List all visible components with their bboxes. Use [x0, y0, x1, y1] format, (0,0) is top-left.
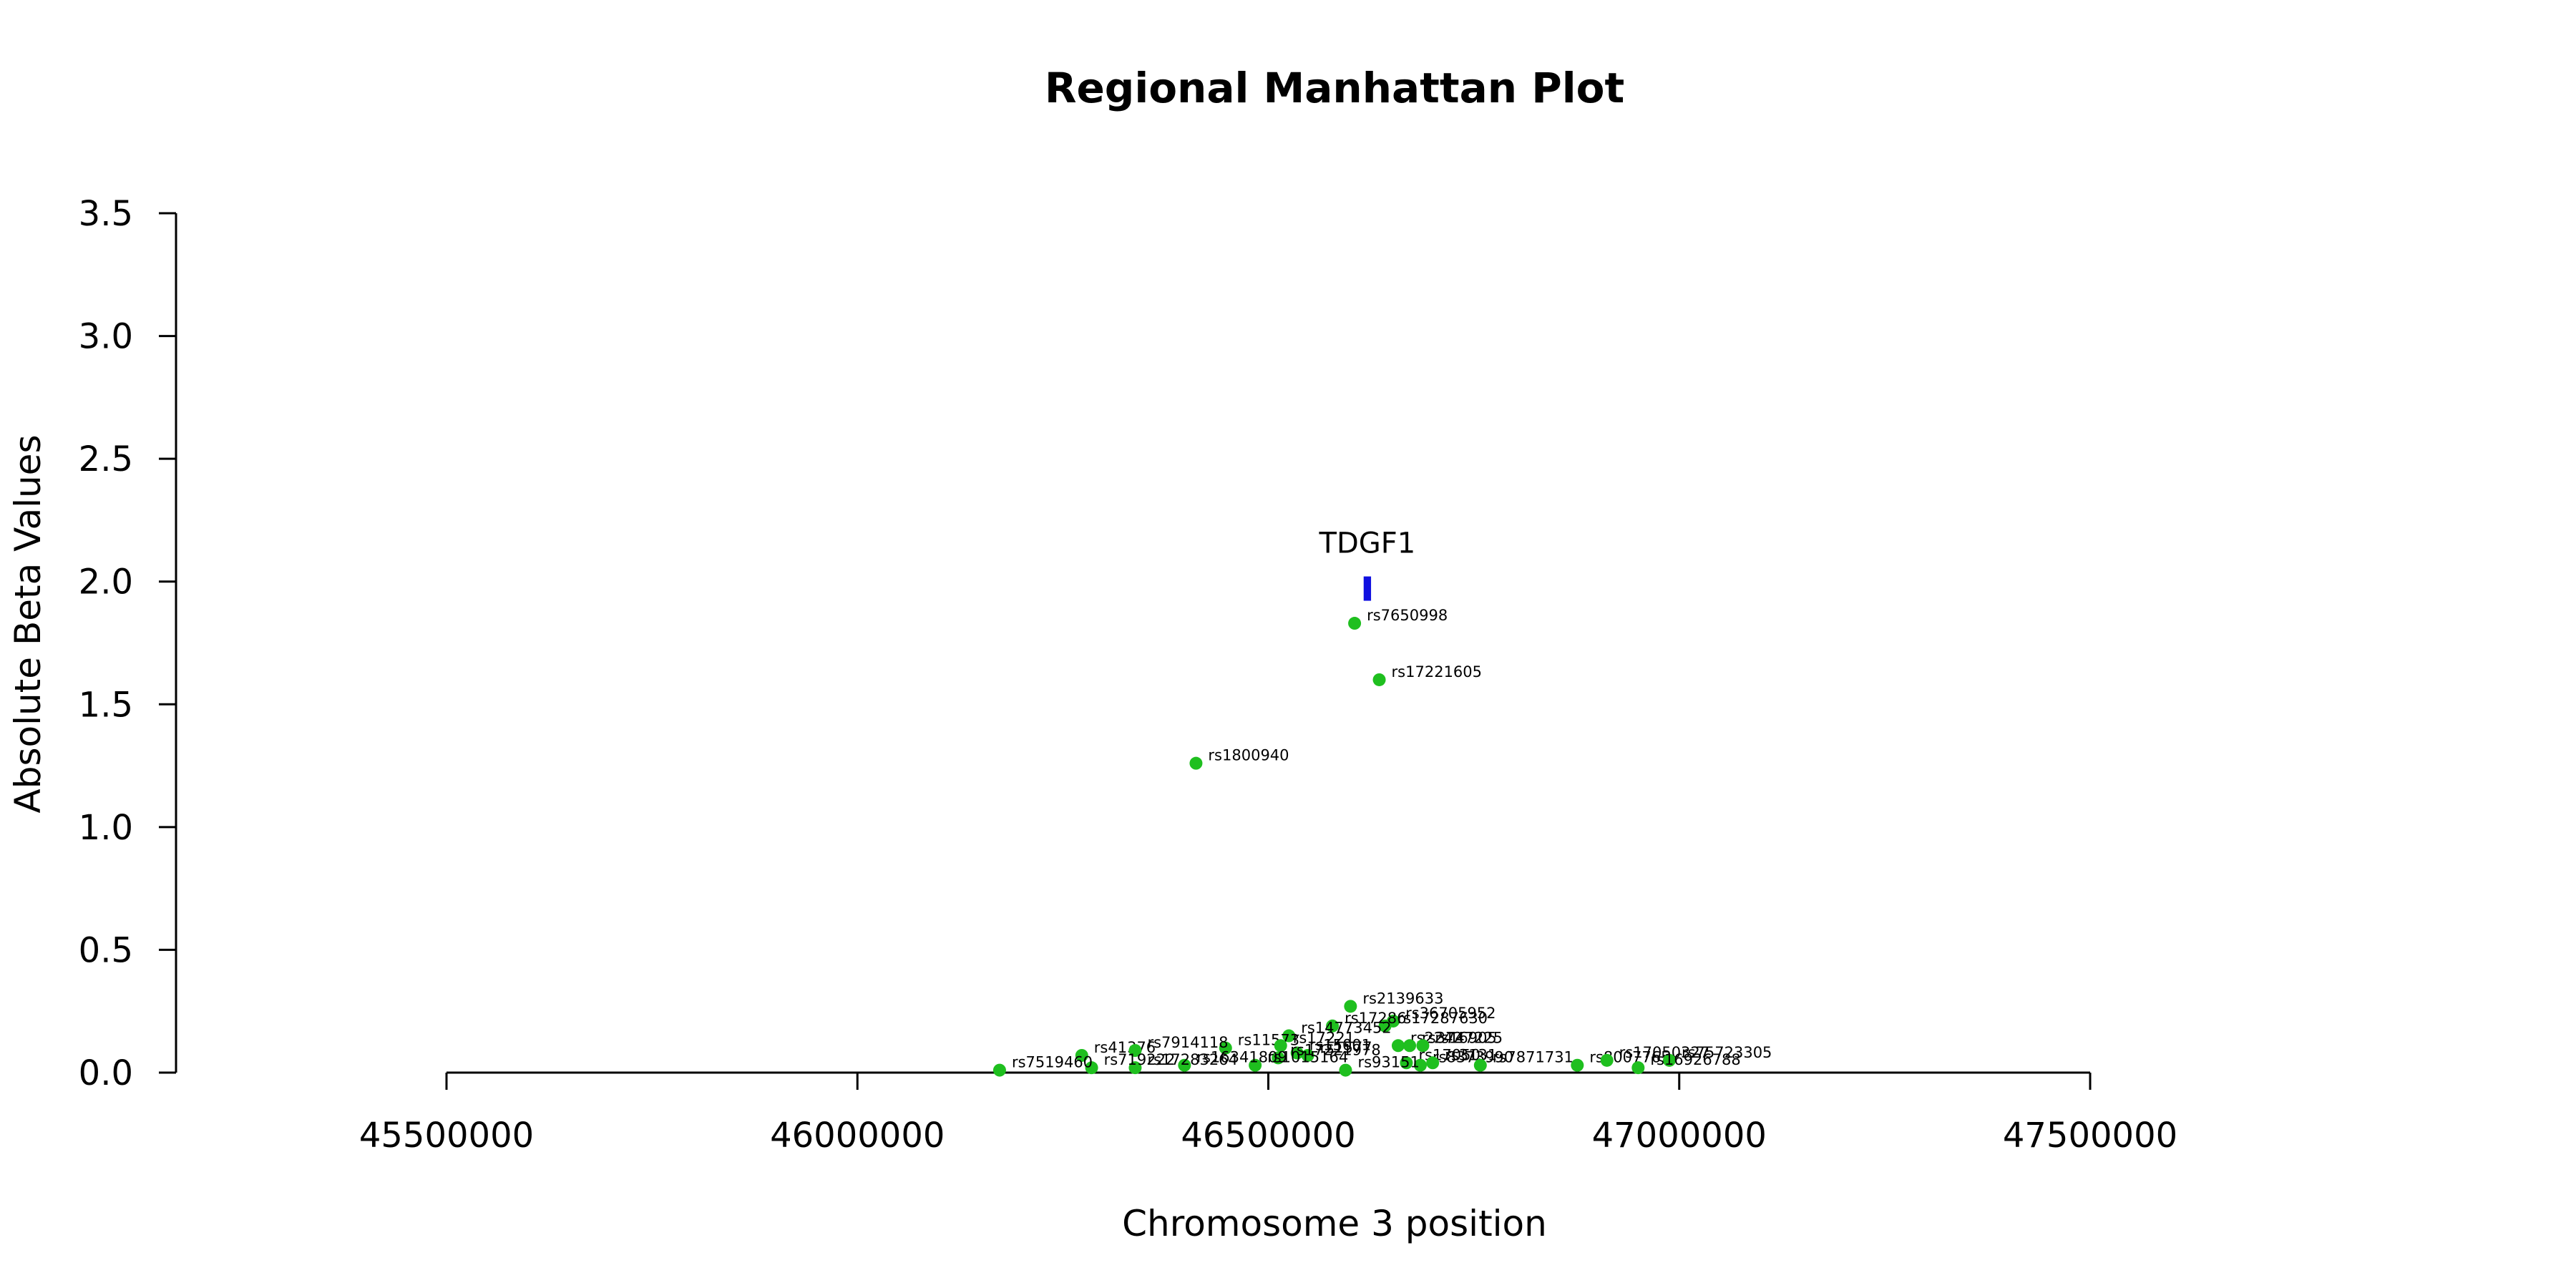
- x-axis-title: Chromosome 3 position: [1122, 1203, 1547, 1244]
- snp-point: [1128, 1061, 1142, 1075]
- snp-point: [1339, 1063, 1352, 1077]
- snp-point: [1075, 1048, 1088, 1062]
- snp-label: rs1800940: [1208, 747, 1289, 764]
- snp-label: rs17286: [1345, 1010, 1406, 1027]
- snp-label: rs7914118: [1147, 1034, 1228, 1051]
- snp-label: rs93151: [1357, 1054, 1419, 1071]
- x-tick-label: 47500000: [2003, 1116, 2177, 1156]
- snp-label: rs17221605: [1392, 663, 1482, 680]
- snp-point: [1272, 1051, 1285, 1065]
- snp-point: [1282, 1029, 1296, 1043]
- snp-point: [1571, 1058, 1584, 1072]
- snp-point: [1631, 1061, 1645, 1075]
- snp-label: rs7519460: [1012, 1054, 1093, 1071]
- snp-point: [1348, 617, 1362, 630]
- snp-point: [1378, 1019, 1392, 1033]
- snp-point: [1290, 1046, 1304, 1060]
- snp-point: [992, 1063, 1006, 1077]
- snp-point: [1600, 1053, 1614, 1067]
- snp-point: [1219, 1041, 1232, 1055]
- snp-point: [1189, 756, 1203, 770]
- x-tick-label: 45500000: [359, 1116, 534, 1156]
- snp-label: rs1015164: [1267, 1049, 1348, 1066]
- snp-point: [1249, 1058, 1262, 1072]
- snp-label: rs7650998: [1367, 607, 1448, 624]
- data-points: rs7650998rs17221605rs1800940rs2139633rs3…: [992, 607, 1772, 1077]
- chart-title: Regional Manhattan Plot: [1045, 64, 1624, 112]
- y-tick-label: 0.0: [79, 1053, 133, 1093]
- snp-point: [1662, 1053, 1676, 1067]
- snp-label: rs14773452: [1301, 1020, 1391, 1037]
- snp-label: rs75723305: [1682, 1044, 1772, 1061]
- y-tick-label: 3.5: [79, 194, 133, 234]
- snp-point: [1391, 1039, 1405, 1053]
- snp-point: [1473, 1058, 1487, 1072]
- gene-annotation: TDGF1: [1319, 527, 1416, 601]
- snp-label: rs719222: [1104, 1051, 1176, 1068]
- gene-label: TDGF1: [1319, 527, 1416, 560]
- snp-point: [1426, 1056, 1440, 1070]
- snp-label: rs36705952: [1405, 1005, 1496, 1022]
- y-tick-label: 2.0: [79, 562, 133, 602]
- y-tick-label: 3.0: [79, 317, 133, 357]
- y-tick-label: 1.0: [79, 808, 133, 848]
- snp-point: [1128, 1044, 1142, 1058]
- snp-point: [1403, 1039, 1417, 1053]
- snp-point: [1301, 1048, 1314, 1062]
- snp-point: [1344, 1000, 1357, 1013]
- y-tick-label: 1.5: [79, 685, 133, 725]
- snp-label: rs11573: [1238, 1032, 1299, 1049]
- snp-label: rs16905: [1435, 1029, 1496, 1046]
- snp-label: rs17287630: [1397, 1010, 1488, 1027]
- snp-point: [1400, 1056, 1413, 1070]
- snp-label: rs17221978: [1290, 1041, 1380, 1058]
- snp-point: [1085, 1061, 1098, 1075]
- snp-label: rs2139633: [1362, 990, 1443, 1007]
- snp-label: rs41376: [1094, 1039, 1156, 1056]
- snp-label: rs3747225: [1422, 1029, 1503, 1046]
- y-axis-ticks: 0.0 0.5 1.0 1.5 2.0 2.5 3.0 3.5: [79, 194, 176, 1093]
- x-axis-ticks: 45500000 46000000 46500000 47000000 47500000: [359, 1073, 2177, 1156]
- snp-label: rs16926788: [1650, 1051, 1740, 1068]
- snp-label: rs17221: [1293, 1029, 1355, 1046]
- snp-label: rs7871731: [1493, 1049, 1574, 1066]
- y-tick-label: 2.5: [79, 439, 133, 479]
- snp-point: [1413, 1058, 1427, 1072]
- snp-point: [1416, 1039, 1430, 1053]
- snp-label: rs15001: [1309, 1037, 1371, 1054]
- y-tick-label: 0.5: [79, 930, 133, 970]
- gene-bar: [1363, 576, 1372, 601]
- x-tick-label: 47000000: [1592, 1116, 1767, 1156]
- snp-label: rs1577: [1320, 1039, 1372, 1056]
- snp-point: [1178, 1058, 1191, 1072]
- x-tick-label: 46000000: [770, 1116, 945, 1156]
- snp-point: [1326, 1019, 1340, 1033]
- snp-label: rs16341809: [1196, 1049, 1287, 1066]
- snp-label: rs17283264: [1147, 1051, 1237, 1068]
- x-tick-label: 46500000: [1181, 1116, 1355, 1156]
- snp-label: rs3131: [1445, 1046, 1497, 1063]
- snp-point: [1274, 1039, 1287, 1053]
- y-axis-title: Absolute Beta Values: [7, 435, 49, 814]
- snp-label: rs8373990: [1433, 1049, 1513, 1066]
- snp-point: [1372, 673, 1386, 686]
